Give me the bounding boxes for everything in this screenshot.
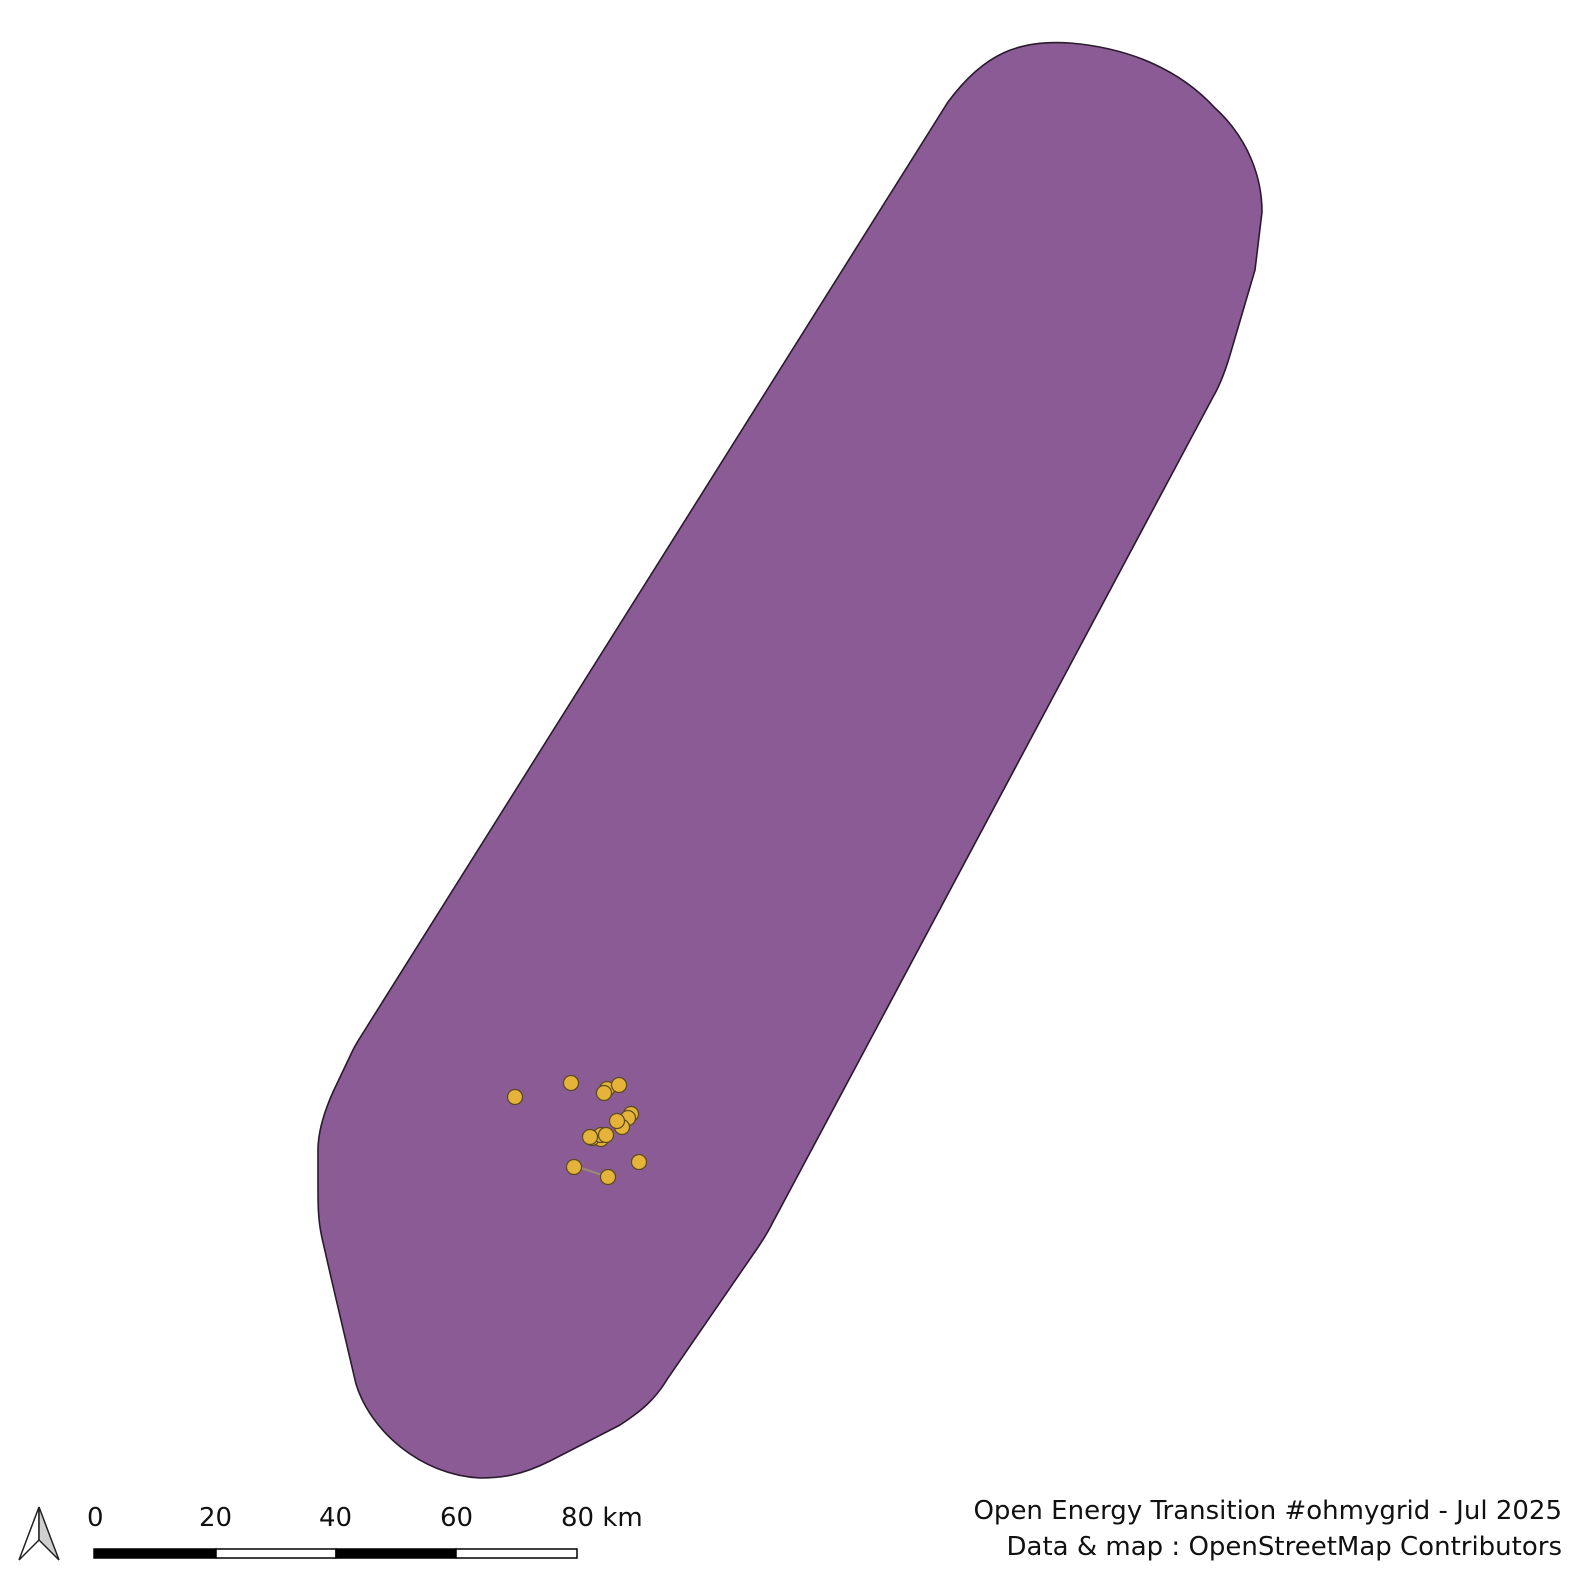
- scale-label-0: 0: [87, 1503, 104, 1533]
- attribution-source: Data & map : OpenStreetMap Contributors: [1006, 1532, 1562, 1562]
- map-point-marker: [608, 1112, 626, 1130]
- map-point-marker: [506, 1088, 524, 1106]
- map-point-marker: [610, 1076, 628, 1094]
- scale-bar: 0 20 40 60 80 km: [87, 1503, 643, 1559]
- map-point-marker: [562, 1074, 580, 1092]
- north-arrow-icon: [18, 1506, 60, 1561]
- scale-label-20: 20: [199, 1503, 232, 1533]
- scale-segment-2: [215, 1548, 337, 1559]
- scale-segment-1: [93, 1548, 217, 1559]
- map-point-marker: [595, 1084, 613, 1102]
- map-point-marker: [597, 1126, 615, 1144]
- map-point-marker: [599, 1168, 617, 1186]
- attribution-title: Open Energy Transition #ohmygrid - Jul 2…: [973, 1496, 1562, 1526]
- map-point-marker: [630, 1153, 648, 1171]
- points-layer: [506, 1074, 648, 1186]
- scale-segment-3: [335, 1548, 457, 1559]
- scale-segment-4: [455, 1548, 578, 1559]
- scale-label-60: 60: [440, 1503, 473, 1533]
- scale-label-40: 40: [319, 1503, 352, 1533]
- scale-label-80: 80 km: [561, 1503, 643, 1533]
- map-point-marker: [565, 1158, 583, 1176]
- study-area-polygon: [317, 41, 1263, 1479]
- map-point-marker: [581, 1128, 599, 1146]
